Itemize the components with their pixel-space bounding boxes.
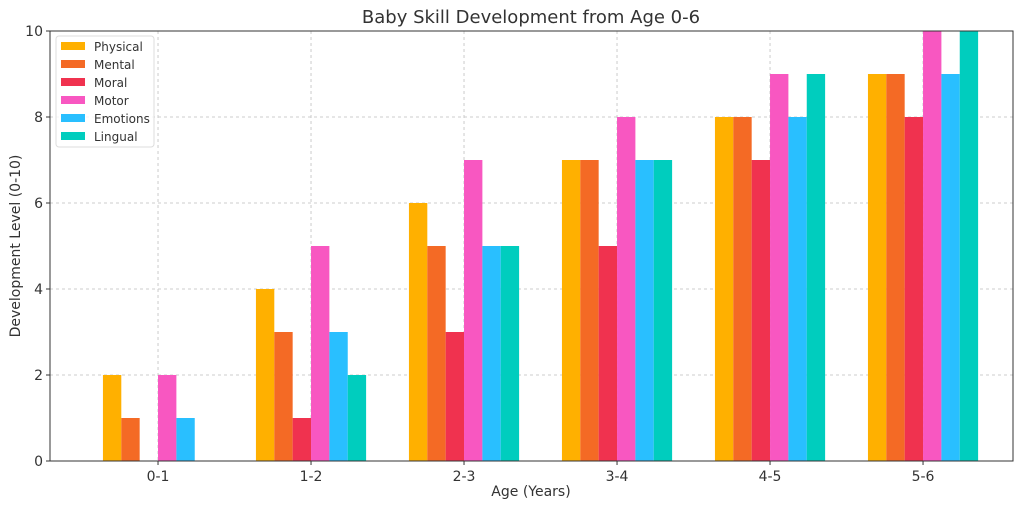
plot-frame bbox=[49, 30, 1014, 462]
y-tick-label: 4 bbox=[34, 282, 43, 298]
x-tick-label: 5-6 bbox=[912, 469, 935, 485]
bar-physical-5-6 bbox=[867, 74, 887, 461]
legend-label-emotions: Emotions bbox=[94, 112, 150, 126]
legend-label-physical: Physical bbox=[94, 40, 143, 54]
bar-lingual-3-4 bbox=[653, 160, 673, 461]
bar-moral-1-2 bbox=[292, 418, 312, 461]
bar-physical-0-1 bbox=[102, 375, 122, 461]
legend-swatch-moral bbox=[61, 78, 85, 86]
bar-lingual-4-5 bbox=[806, 74, 826, 461]
bar-mental-3-4 bbox=[580, 160, 599, 461]
bar-moral-5-6 bbox=[904, 117, 924, 461]
legend-swatch-physical bbox=[61, 42, 85, 50]
bar-physical-1-2 bbox=[255, 289, 275, 461]
legend-swatch-emotions bbox=[61, 114, 85, 122]
bar-emotions-1-2 bbox=[329, 332, 348, 461]
bar-mental-2-3 bbox=[427, 246, 446, 461]
bar-emotions-5-6 bbox=[941, 74, 960, 461]
bars bbox=[102, 31, 979, 461]
legend-label-motor: Motor bbox=[94, 94, 129, 108]
legend-swatch-motor bbox=[61, 96, 85, 104]
y-axis-label: Development Level (0-10) bbox=[8, 155, 24, 338]
bar-mental-4-5 bbox=[733, 117, 752, 461]
bar-mental-0-1 bbox=[121, 418, 140, 461]
x-tick-label: 4-5 bbox=[759, 469, 782, 485]
legend-swatch-mental bbox=[61, 60, 85, 68]
x-ticks: 0-1 1-2 2-3 3-4 4-5 5-6 bbox=[147, 461, 935, 485]
x-tick-label: 3-4 bbox=[606, 469, 629, 485]
bar-emotions-4-5 bbox=[788, 117, 807, 461]
bar-lingual-5-6 bbox=[959, 31, 979, 461]
y-tick-label: 2 bbox=[34, 368, 43, 384]
bar-motor-5-6 bbox=[923, 31, 942, 461]
bar-moral-2-3 bbox=[445, 332, 465, 461]
y-tick-label: 10 bbox=[25, 24, 43, 40]
x-tick-label: 1-2 bbox=[300, 469, 323, 485]
bar-motor-2-3 bbox=[464, 160, 483, 461]
bar-mental-1-2 bbox=[274, 332, 293, 461]
bar-motor-0-1 bbox=[158, 375, 177, 461]
legend: Physical Mental Moral Motor Emotions Lingual bbox=[55, 35, 155, 148]
bar-moral-3-4 bbox=[598, 246, 618, 461]
legend-label-moral: Moral bbox=[94, 76, 127, 90]
bar-lingual-1-2 bbox=[347, 375, 367, 461]
bar-mental-5-6 bbox=[886, 74, 905, 461]
bar-emotions-2-3 bbox=[482, 246, 501, 461]
y-ticks: 0 2 4 6 8 10 bbox=[25, 24, 50, 470]
bar-motor-1-2 bbox=[311, 246, 330, 461]
bar-motor-4-5 bbox=[770, 74, 789, 461]
bar-physical-4-5 bbox=[714, 117, 734, 461]
bar-emotions-3-4 bbox=[635, 160, 654, 461]
y-tick-label: 0 bbox=[34, 454, 43, 470]
y-tick-label: 6 bbox=[34, 196, 43, 212]
bar-lingual-2-3 bbox=[500, 246, 520, 461]
x-tick-label: 0-1 bbox=[147, 469, 170, 485]
bar-physical-2-3 bbox=[408, 203, 428, 461]
legend-label-lingual: Lingual bbox=[94, 130, 138, 144]
x-tick-label: 2-3 bbox=[453, 469, 476, 485]
bar-moral-4-5 bbox=[751, 160, 771, 461]
bar-physical-3-4 bbox=[561, 160, 581, 461]
bar-emotions-0-1 bbox=[176, 418, 195, 461]
bar-motor-3-4 bbox=[617, 117, 636, 461]
y-tick-label: 8 bbox=[34, 110, 43, 126]
legend-swatch-lingual bbox=[61, 132, 85, 140]
x-axis-label: Age (Years) bbox=[491, 484, 570, 500]
legend-label-mental: Mental bbox=[94, 58, 135, 72]
chart-title: Baby Skill Development from Age 0-6 bbox=[362, 7, 700, 28]
